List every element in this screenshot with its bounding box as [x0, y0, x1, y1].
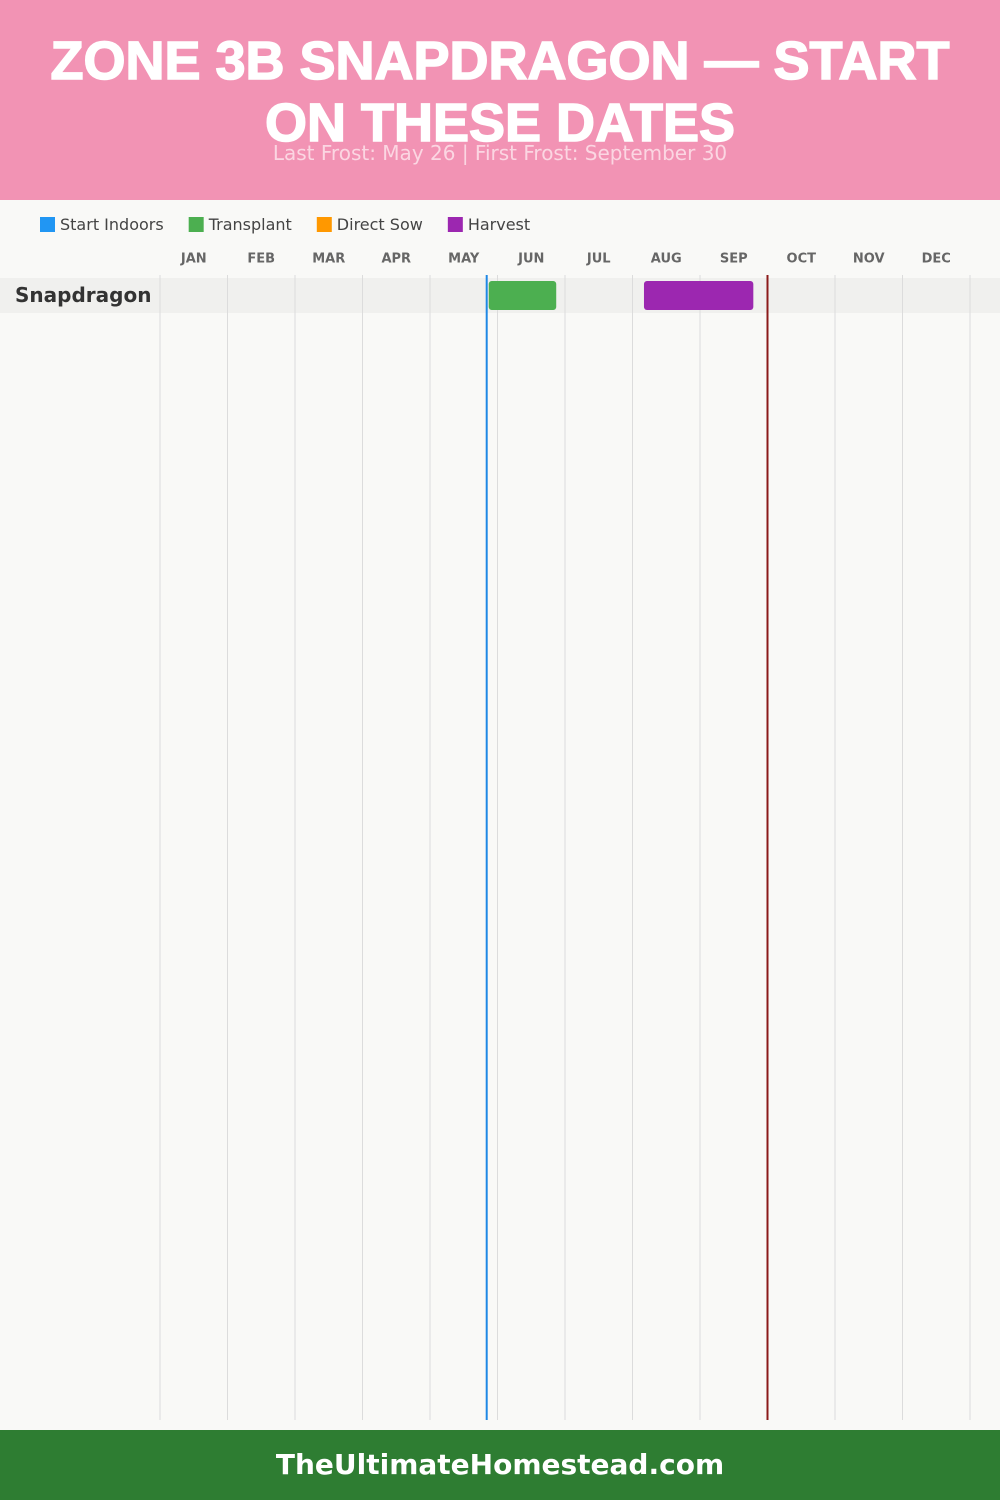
month-label: FEB [247, 252, 275, 267]
row-label: Snapdragon [15, 283, 151, 307]
footer: TheUltimateHomestead.com [0, 1430, 1000, 1500]
month-label: DEC [922, 252, 951, 267]
legend-swatch [188, 217, 204, 232]
page-title: ZONE 3B SNAPDRAGON — START ON THESE DATE… [50, 30, 951, 154]
legend-label: Transplant [208, 215, 292, 234]
month-label: MAR [312, 252, 345, 267]
chart: Start Indoors Transplant Direct Sow Harvest… [0, 215, 1000, 1420]
bar [643, 281, 754, 310]
month-label: NOV [853, 252, 885, 267]
month-label: JAN [180, 252, 207, 267]
subtitle: Last Frost: May 26 | First Frost: Septem… [272, 141, 728, 165]
month-label: MAY [448, 252, 480, 267]
bar [488, 281, 557, 310]
header: ZONE 3B SNAPDRAGON — START ON THESE DATE… [0, 0, 1000, 200]
legend-label: Start Indoors [60, 215, 164, 234]
month-label: OCT [787, 252, 817, 267]
legend-swatch [40, 217, 55, 232]
legend-label: Direct Sow [337, 215, 423, 234]
month-label: APR [381, 252, 411, 267]
month-label: AUG [651, 252, 682, 267]
legend-swatch [316, 217, 332, 232]
legend-swatch [447, 217, 463, 232]
legend-label: Harvest [468, 215, 530, 234]
month-label: SEP [720, 252, 748, 267]
month-label: JUL [586, 252, 611, 267]
month-label: JUN [517, 252, 544, 267]
